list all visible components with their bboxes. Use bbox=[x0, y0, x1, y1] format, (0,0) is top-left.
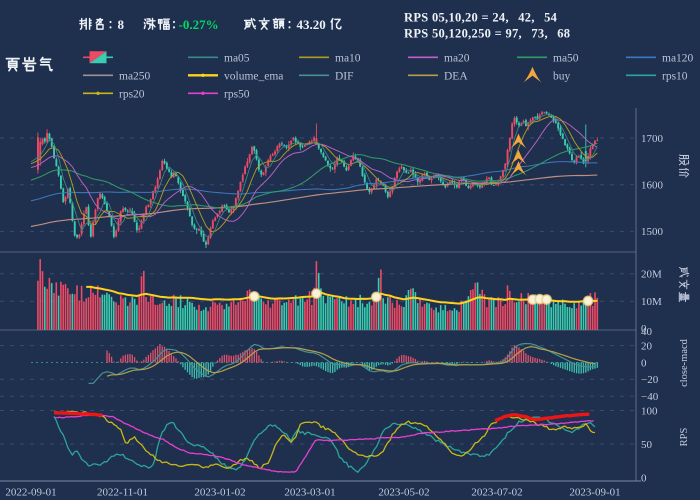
svg-text:ma20: ma20 bbox=[444, 52, 470, 64]
svg-text:1500: 1500 bbox=[641, 226, 664, 238]
svg-text:2023-01-02: 2023-01-02 bbox=[194, 487, 245, 499]
svg-text:RPS: RPS bbox=[679, 428, 690, 447]
svg-text:ma120: ma120 bbox=[662, 52, 694, 64]
svg-text:2023-05-02: 2023-05-02 bbox=[378, 487, 429, 499]
svg-text:rps50: rps50 bbox=[224, 88, 250, 100]
svg-text:1600: 1600 bbox=[641, 180, 664, 192]
svg-text:2022-09-01: 2022-09-01 bbox=[5, 487, 56, 499]
svg-text:100: 100 bbox=[641, 405, 658, 417]
svg-text:close-macd: close-macd bbox=[679, 338, 690, 387]
svg-text:0: 0 bbox=[641, 472, 647, 484]
svg-text:volume_ema: volume_ema bbox=[224, 70, 283, 82]
svg-text:20M: 20M bbox=[641, 269, 662, 281]
svg-text:40: 40 bbox=[641, 326, 653, 338]
svg-text:ma05: ma05 bbox=[224, 52, 250, 64]
svg-text:ma50: ma50 bbox=[553, 52, 579, 64]
svg-text:buy: buy bbox=[553, 70, 571, 82]
svg-text:1700: 1700 bbox=[641, 133, 664, 145]
svg-text:rps20: rps20 bbox=[119, 88, 145, 100]
svg-text:0: 0 bbox=[641, 357, 647, 369]
svg-text:RPS 50,120,250 = 97, 73, 68: RPS 50,120,250 = 97, 73, 68 bbox=[404, 27, 570, 41]
svg-text:2023-09-01: 2023-09-01 bbox=[569, 487, 620, 499]
svg-text:20: 20 bbox=[641, 340, 653, 352]
svg-text:8: 8 bbox=[118, 17, 125, 32]
svg-text:RPS 05,10,20 = 24, 42, 54: RPS 05,10,20 = 24, 42, 54 bbox=[404, 11, 558, 25]
svg-text:2023-07-02: 2023-07-02 bbox=[471, 487, 522, 499]
svg-text:2023-03-01: 2023-03-01 bbox=[284, 487, 335, 499]
svg-text:DEA: DEA bbox=[444, 70, 468, 82]
svg-text:0: 0 bbox=[641, 323, 647, 335]
svg-text:rps10: rps10 bbox=[662, 70, 688, 82]
svg-text:2022-11-01: 2022-11-01 bbox=[97, 487, 148, 499]
svg-text:−40: −40 bbox=[641, 391, 659, 403]
svg-text:43.20: 43.20 bbox=[297, 17, 326, 32]
svg-text:-0.27%: -0.27% bbox=[179, 17, 219, 32]
svg-text:50: 50 bbox=[641, 439, 653, 451]
svg-text:ma10: ma10 bbox=[335, 52, 361, 64]
svg-text:DIF: DIF bbox=[335, 70, 354, 82]
svg-text:−20: −20 bbox=[641, 374, 659, 386]
svg-text:10M: 10M bbox=[641, 296, 662, 308]
svg-text:ma250: ma250 bbox=[119, 70, 151, 82]
